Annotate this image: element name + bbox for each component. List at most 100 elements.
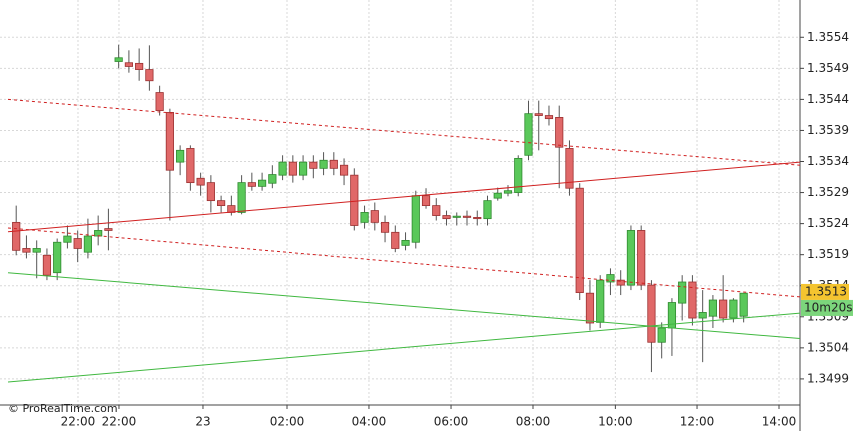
candle-body xyxy=(22,248,31,253)
candle-body xyxy=(155,92,164,111)
y-tick-label: 1.3504 xyxy=(807,340,849,354)
candle-body xyxy=(503,190,513,194)
y-tick-label: 1.3554 xyxy=(807,30,849,44)
candle-body xyxy=(657,327,666,343)
y-tick-label: 1.3529 xyxy=(807,185,849,199)
candle-body xyxy=(544,115,554,120)
candle-body xyxy=(83,235,93,253)
candle-body xyxy=(534,113,543,116)
candle-body xyxy=(12,221,21,251)
x-tick-label: 14:00 xyxy=(762,415,797,429)
candle-body xyxy=(339,164,349,176)
candle-body xyxy=(678,281,687,304)
candle-body xyxy=(217,200,226,207)
x-tick-label: 22:00 xyxy=(102,415,137,429)
candle-body xyxy=(575,187,584,293)
y-tick-label: 1.3549 xyxy=(807,61,849,75)
x-tick-label: 22:00 xyxy=(61,415,96,429)
candle-body xyxy=(186,148,195,184)
candle-body xyxy=(493,192,502,199)
candle-body xyxy=(401,239,410,246)
y-tick-label: 1.3544 xyxy=(807,92,849,106)
candle-body xyxy=(176,149,185,163)
candle-body xyxy=(237,182,246,213)
candle-body xyxy=(114,57,123,62)
x-tick-label: 10:00 xyxy=(598,415,633,429)
candle-body xyxy=(319,159,328,169)
trend-line xyxy=(7,272,801,340)
candle-body xyxy=(616,279,625,286)
candle-body xyxy=(719,299,728,319)
candle-body xyxy=(124,62,133,67)
candle-body xyxy=(708,299,717,317)
candle-body xyxy=(411,195,420,243)
candle-body xyxy=(483,200,492,220)
candle-body xyxy=(258,179,267,187)
candle-body xyxy=(104,228,113,231)
y-tick-label: 1.3524 xyxy=(807,216,849,230)
candle-body xyxy=(452,215,461,218)
candle-body xyxy=(462,215,472,218)
candle-body xyxy=(391,231,400,249)
candle-body xyxy=(53,241,62,274)
candle-body xyxy=(585,292,595,324)
y-tick-label: 1.3499 xyxy=(807,371,849,385)
candle-body xyxy=(73,238,82,249)
candle-body xyxy=(94,230,103,237)
candle-body xyxy=(514,157,523,193)
y-tick-label: 1.3519 xyxy=(807,247,849,261)
x-tick-label: 12:00 xyxy=(680,415,715,429)
trend-line xyxy=(7,227,801,298)
candle-body xyxy=(380,221,390,233)
x-tick-label: 08:00 xyxy=(516,415,551,429)
candle-body xyxy=(42,254,52,276)
candle-body xyxy=(196,177,205,186)
candle-body xyxy=(135,62,144,70)
candle-body xyxy=(739,292,748,317)
candle-body xyxy=(165,112,174,171)
candle-body xyxy=(268,174,277,184)
timer-box xyxy=(801,299,853,316)
candle-body xyxy=(350,174,359,226)
candle-body xyxy=(647,284,656,343)
candle-body xyxy=(360,212,369,223)
candle-body xyxy=(626,230,636,286)
candle-body xyxy=(606,274,615,283)
candle-body xyxy=(370,210,379,223)
candle-body xyxy=(688,281,697,319)
y-tick-label: 1.3534 xyxy=(807,154,849,168)
candle-body xyxy=(565,148,574,189)
candle-body xyxy=(524,113,533,156)
candle-body xyxy=(288,161,297,176)
candle-body xyxy=(206,182,215,202)
candle-body xyxy=(278,161,287,176)
candle-body xyxy=(329,159,338,169)
candle-body xyxy=(473,217,482,220)
candle-body xyxy=(698,312,707,319)
candle-body xyxy=(442,215,451,220)
x-tick-label: 06:00 xyxy=(434,415,469,429)
candle-body xyxy=(555,117,564,148)
last-price-box xyxy=(801,283,849,300)
x-tick-label: 23 xyxy=(195,415,210,429)
last-price-label: 1.3513 xyxy=(805,284,847,298)
candle-body xyxy=(309,161,318,169)
trend-line xyxy=(7,161,801,233)
x-tick-label: 02:00 xyxy=(270,415,305,429)
candle-body xyxy=(421,195,431,207)
candle-body xyxy=(32,248,41,253)
timer-label: 10m20s xyxy=(804,300,852,314)
candle-body xyxy=(729,299,738,319)
trend-line xyxy=(7,312,801,383)
candle-body xyxy=(63,235,72,243)
candle-body xyxy=(145,69,154,82)
x-tick-label: 04:00 xyxy=(352,415,387,429)
watermark: © ProRealTime.com xyxy=(8,402,118,415)
candle-body xyxy=(432,205,441,216)
candle-body xyxy=(247,182,256,187)
candle-body xyxy=(298,161,308,176)
candle-body xyxy=(596,279,605,323)
trend-line xyxy=(7,98,801,166)
